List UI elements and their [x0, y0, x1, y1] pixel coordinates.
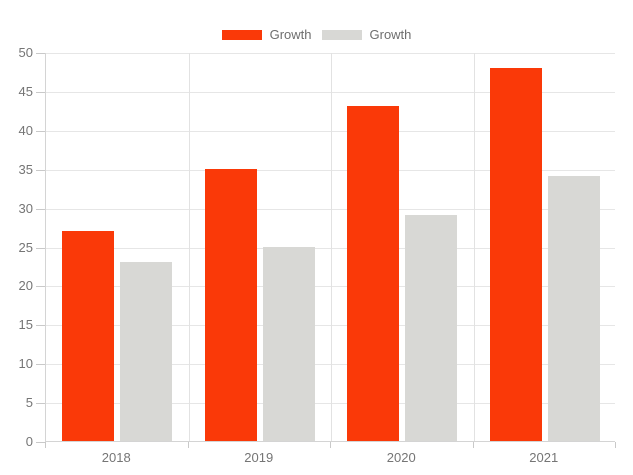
bar-2019-series-1[interactable]: [204, 168, 257, 441]
gridline-horizontal: [46, 130, 615, 132]
y-axis-tick-label: 10: [18, 356, 33, 372]
y-axis-tick-label: 0: [25, 434, 33, 449]
gridline-horizontal: [46, 169, 615, 171]
bar-2018-series-1[interactable]: [62, 230, 115, 441]
gridline-horizontal: [46, 208, 615, 210]
legend-item-series-1[interactable]: Growth: [221, 27, 312, 43]
bar-group-2019: [189, 53, 332, 441]
y-axis-tick: [36, 247, 45, 249]
y-axis-tick-label: 5: [25, 395, 33, 411]
gridline-horizontal: [46, 364, 615, 366]
gridline-vertical: [473, 53, 475, 441]
x-axis-tick: [330, 442, 331, 448]
legend: Growth Growth: [0, 27, 633, 43]
gridline-horizontal: [46, 403, 615, 405]
gridline-horizontal: [46, 286, 615, 288]
bar-group-2018: [46, 53, 189, 441]
y-axis-tick-label: 50: [18, 45, 33, 60]
bar-2020-series-2[interactable]: [405, 215, 458, 441]
bar-2018-series-2[interactable]: [120, 262, 173, 441]
y-axis-tick-label: 45: [18, 83, 33, 99]
x-axis-tick: [615, 442, 616, 448]
plot-area: [45, 53, 615, 442]
gridline-horizontal: [46, 91, 615, 93]
y-axis-tick-label: 25: [18, 239, 33, 255]
x-axis-tick: [472, 442, 474, 448]
x-axis-label: 2018: [101, 450, 131, 465]
bar-2021-series-1[interactable]: [489, 67, 542, 441]
legend-label-series-1: Growth: [269, 27, 312, 42]
legend-swatch-gray-icon: [321, 30, 362, 40]
bar-2019-series-2[interactable]: [262, 246, 315, 441]
gridline-horizontal: [46, 325, 615, 327]
legend-label-series-2: Growth: [369, 27, 412, 42]
x-axis-label: 2020: [386, 450, 416, 465]
y-axis-tick: [36, 364, 45, 366]
x-axis-label: 2021: [529, 450, 559, 465]
bar-group-2020: [331, 53, 474, 441]
bar-group-2021: [474, 53, 617, 441]
y-axis-tick: [36, 53, 45, 54]
x-axis-label: 2019: [244, 450, 274, 465]
y-axis-tick: [36, 442, 45, 443]
y-axis-tick: [36, 130, 45, 132]
legend-swatch-red-icon: [221, 30, 262, 40]
gridline-horizontal: [46, 247, 615, 249]
y-axis-tick-label: 20: [18, 278, 33, 294]
y-axis-tick-label: 35: [18, 161, 33, 177]
y-axis-tick: [36, 208, 45, 210]
x-axis-tick: [45, 442, 46, 448]
gridline-vertical: [188, 53, 190, 441]
y-axis-tick-label: 15: [18, 317, 33, 333]
y-axis-tick-label: 40: [18, 122, 33, 138]
y-axis-tick: [36, 91, 45, 93]
legend-item-series-2[interactable]: Growth: [321, 27, 412, 43]
y-axis-tick: [36, 286, 45, 288]
y-axis-tick: [36, 169, 45, 171]
x-axis-tick: [187, 442, 189, 448]
y-axis-tick-label: 30: [18, 200, 33, 216]
bar-2021-series-2[interactable]: [547, 176, 600, 441]
gridline-horizontal: [46, 53, 615, 54]
y-axis-tick: [36, 325, 45, 327]
bar-2020-series-1[interactable]: [347, 106, 400, 441]
gridline-vertical: [331, 53, 332, 441]
y-axis-tick: [36, 403, 45, 405]
